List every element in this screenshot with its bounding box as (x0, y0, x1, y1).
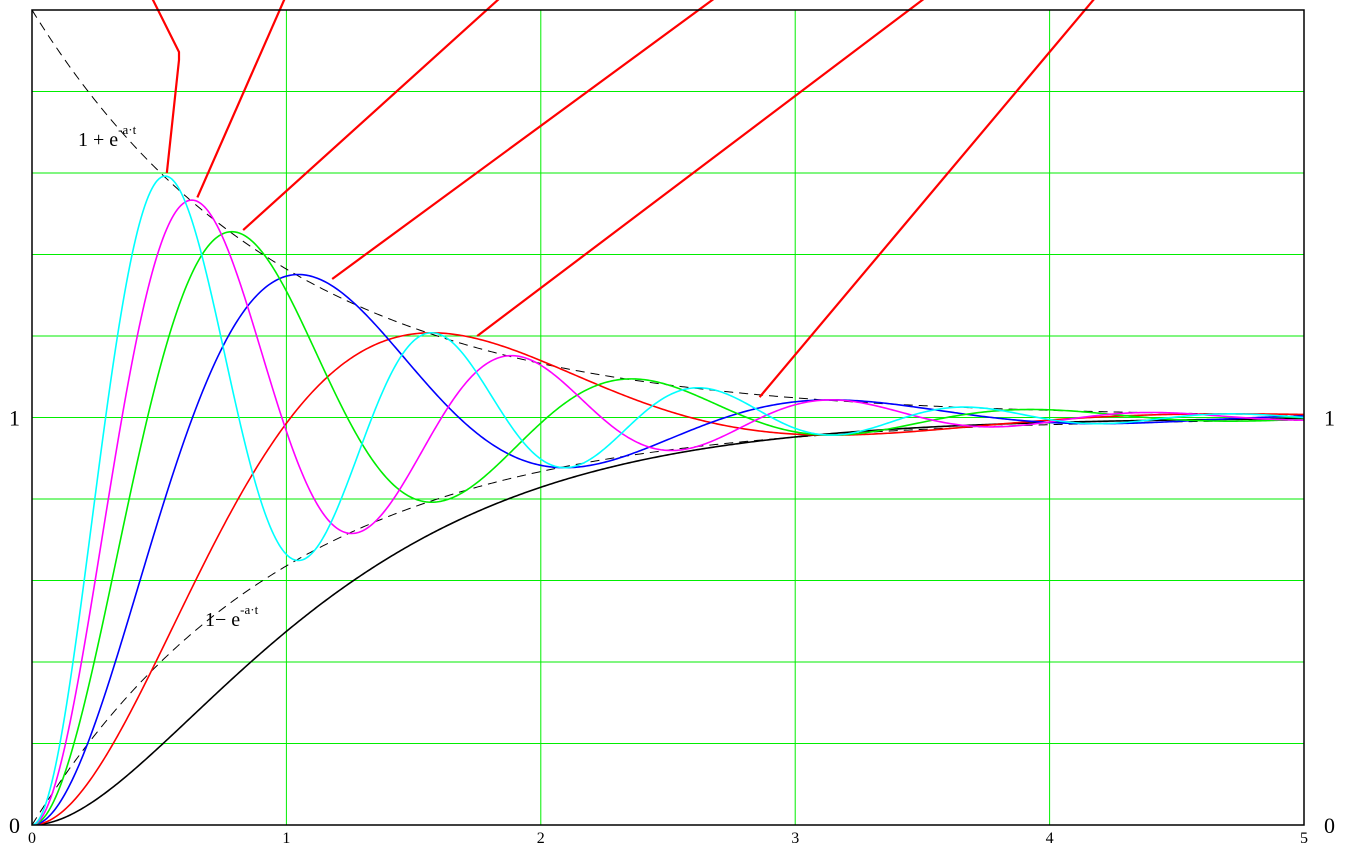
x-tick-label: 1 (282, 830, 290, 846)
lower-envelope-label-exponent: -a·t (240, 602, 258, 617)
lower-envelope-label: 1− e-a·t (205, 602, 259, 631)
series-line-2 (32, 417, 1304, 825)
curves (32, 10, 1304, 825)
x-tick-label: 2 (537, 830, 545, 846)
lower-envelope-label-base: 1− e (205, 609, 240, 631)
leader-line-2 (242, 0, 500, 231)
series-line-4 (32, 273, 1304, 825)
series-line-3 (32, 331, 1304, 825)
leader-line-3 (331, 0, 715, 280)
y-tick-label-left: 1 (9, 406, 20, 431)
grid (32, 10, 1304, 825)
leader-lines (151, 0, 1095, 398)
leader-line-5 (758, 0, 1095, 398)
upper-envelope-label-exponent: -a·t (118, 122, 136, 137)
series-line-7 (32, 175, 1304, 825)
x-tick-label: 3 (791, 830, 799, 846)
upper-envelope-label-base: 1 + e (78, 129, 118, 151)
upper-envelope-label: 1 + e-a·t (78, 122, 137, 151)
series-line-6 (32, 199, 1304, 825)
leader-line-0 (151, 0, 181, 174)
x-tick-label: 5 (1300, 830, 1308, 846)
series-line-0 (32, 10, 1304, 416)
y-tick-label-right: 0 (1324, 813, 1335, 838)
x-tick-label: 0 (28, 830, 36, 846)
plot-frame (31, 9, 1305, 826)
annotations: 1 + e-a·t 1− e-a·t (78, 122, 259, 631)
x-tick-label: 4 (1046, 830, 1054, 846)
y-tick-label-left: 0 (9, 813, 20, 838)
y-tick-label-right: 1 (1324, 406, 1335, 431)
leader-line-1 (196, 0, 286, 198)
series-line-5 (32, 230, 1304, 825)
leader-line-4 (476, 0, 925, 337)
